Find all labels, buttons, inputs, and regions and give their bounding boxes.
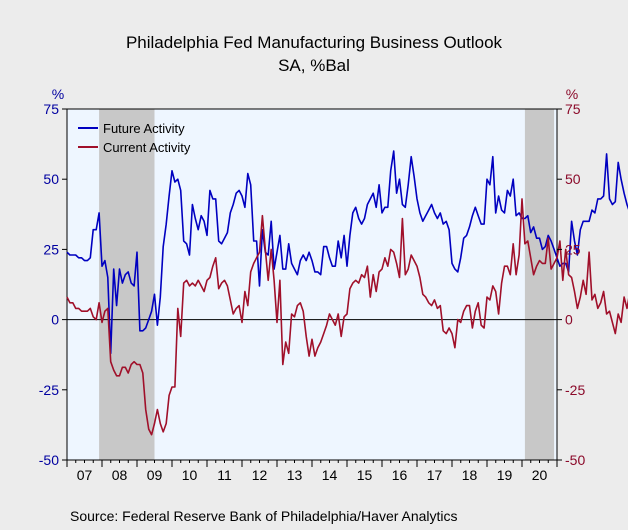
- x-tick-label: 19: [497, 467, 513, 483]
- y-tick-label-right: 50: [565, 171, 581, 187]
- series-line-current-activity: [66, 198, 628, 436]
- y-tick-label-right: 0: [565, 312, 573, 328]
- y-tick-label-left: -50: [39, 452, 59, 468]
- x-tick-label: 11: [217, 467, 232, 483]
- x-axis: 07 08 09 10 11 12 13 14 15 16 17 18 19 20: [66, 460, 558, 483]
- x-tick-label: 18: [462, 467, 478, 483]
- source-note: Source: Federal Reserve Bank of Philadel…: [70, 508, 458, 524]
- series-line-future-activity: [66, 150, 628, 355]
- x-tick-label: 12: [252, 467, 268, 483]
- recession-band: [524, 109, 555, 460]
- x-tick-label: 20: [532, 467, 548, 483]
- y-tick-label-left: -25: [39, 382, 59, 398]
- x-tick-label: 08: [112, 467, 128, 483]
- right-unit-label: %: [566, 86, 578, 102]
- series-lines: [66, 150, 628, 436]
- legend-label: Future Activity: [103, 121, 185, 136]
- x-tick-label: 07: [77, 467, 93, 483]
- y-tick-label-right: 75: [565, 101, 581, 117]
- chart-subtitle: SA, %Bal: [278, 56, 350, 75]
- legend: Future Activity Current Activity: [78, 121, 191, 155]
- legend-label: Current Activity: [103, 140, 191, 155]
- x-tick-label: 14: [322, 467, 338, 483]
- y-tick-label-right: -25: [565, 382, 585, 398]
- y-tick-label-right: -50: [565, 452, 585, 468]
- y-tick-label-left: 0: [51, 312, 59, 328]
- y-tick-label-left: 50: [43, 171, 59, 187]
- x-tick-label: 10: [182, 467, 198, 483]
- x-tick-label: 13: [287, 467, 303, 483]
- y-axis-right: 75 50 25 0 -25 -50: [557, 101, 585, 468]
- chart-title: Philadelphia Fed Manufacturing Business …: [126, 33, 503, 52]
- y-tick-label-left: 25: [43, 241, 59, 257]
- y-tick-label-left: 75: [43, 101, 59, 117]
- x-tick-label: 09: [147, 467, 163, 483]
- y-axis-left: 75 50 25 0 -25 -50: [39, 101, 67, 468]
- recession-bands: [99, 109, 555, 460]
- x-tick-label: 16: [392, 467, 408, 483]
- x-tick-label: 15: [357, 467, 373, 483]
- left-unit-label: %: [52, 86, 64, 102]
- y-tick-label-right: 25: [565, 241, 581, 257]
- x-tick-label: 17: [427, 467, 443, 483]
